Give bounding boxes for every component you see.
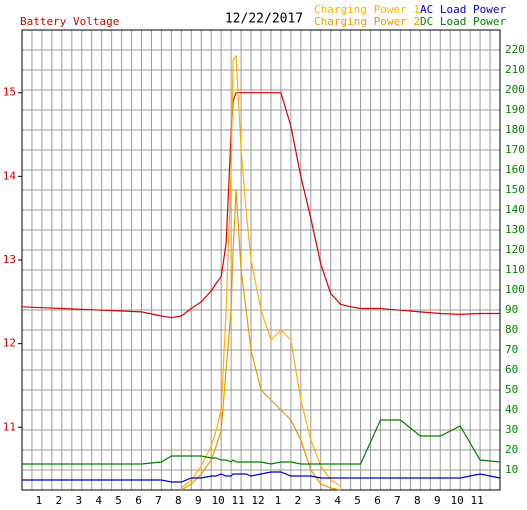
series-line: [180, 189, 341, 491]
y2-tick-label: 70: [505, 343, 518, 356]
legend-label: AC Load Power: [420, 3, 506, 16]
y2-tick-label: 190: [505, 103, 525, 116]
x-tick-label: 1: [275, 494, 282, 507]
y2-tick-label: 50: [505, 383, 518, 396]
y-axis-label: Battery Voltage: [20, 15, 119, 28]
x-tick-label: 7: [394, 494, 401, 507]
legend-label: Charging Power 1: [314, 3, 420, 16]
y2-tick-label: 140: [505, 203, 525, 216]
y2-tick-label: 130: [505, 223, 525, 236]
y2-tick-label: 10: [505, 463, 518, 476]
y2-tick-label: 220: [505, 43, 525, 56]
x-tick-label: 7: [155, 494, 162, 507]
y2-tick-label: 60: [505, 363, 518, 376]
x-tick-label: 3: [314, 494, 321, 507]
x-tick-label: 2: [56, 494, 63, 507]
y2-tick-label: 20: [505, 443, 518, 456]
y-tick-label: 15: [3, 86, 16, 99]
y2-tick-label: 170: [505, 143, 525, 156]
x-tick-label: 9: [434, 494, 441, 507]
legend-label: DC Load Power: [420, 15, 506, 28]
series-line: [180, 54, 342, 489]
series-line: [22, 419, 501, 465]
x-tick-label: 10: [451, 494, 464, 507]
y2-tick-label: 180: [505, 123, 525, 136]
series-line: [21, 92, 500, 319]
y-tick-label: 13: [3, 253, 16, 266]
x-tick-label: 2: [295, 494, 302, 507]
x-tick-label: 9: [195, 494, 202, 507]
x-tick-label: 11: [231, 494, 244, 507]
y-tick-label: 11: [3, 420, 16, 433]
x-tick-label: 6: [135, 494, 142, 507]
y-tick-label: 14: [3, 169, 17, 182]
y2-tick-label: 200: [505, 83, 525, 96]
y2-tick-label: 90: [505, 303, 518, 316]
x-tick-label: 6: [374, 494, 381, 507]
x-tick-label: 4: [95, 494, 102, 507]
x-tick-label: 3: [75, 494, 82, 507]
x-tick-label: 11: [470, 494, 483, 507]
y2-tick-label: 80: [505, 323, 518, 336]
x-tick-label: 5: [354, 494, 361, 507]
chart-title: 12/22/2017: [225, 12, 303, 27]
y2-tick-label: 100: [505, 283, 525, 296]
x-tick-label: 12: [251, 494, 264, 507]
y2-tick-label: 40: [505, 403, 518, 416]
x-tick-label: 8: [414, 494, 421, 507]
x-tick-label: 4: [334, 494, 341, 507]
y2-tick-label: 160: [505, 163, 525, 176]
x-tick-label: 5: [115, 494, 122, 507]
y2-tick-label: 150: [505, 183, 525, 196]
plot-border: [21, 29, 501, 491]
series-line: [22, 471, 501, 483]
y2-tick-label: 210: [505, 63, 525, 76]
legend-label: Charging Power 2: [314, 15, 420, 28]
x-tick-label: 1: [36, 494, 43, 507]
y-tick-label: 12: [3, 337, 16, 350]
y2-tick-label: 110: [505, 263, 525, 276]
y2-tick-label: 120: [505, 243, 525, 256]
y2-tick-label: 30: [505, 423, 518, 436]
x-tick-label: 10: [212, 494, 225, 507]
x-tick-label: 8: [175, 494, 182, 507]
